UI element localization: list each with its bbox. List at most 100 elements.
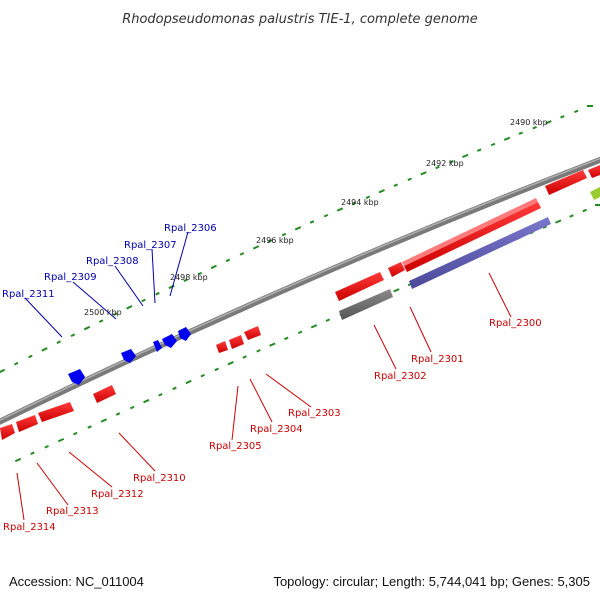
scale-tick-label: 2500 kbp xyxy=(84,308,122,317)
tick-mark xyxy=(210,264,217,270)
tick-mark xyxy=(309,220,315,224)
scale-tick-label: 2494 kbp xyxy=(341,198,379,207)
tick-mark xyxy=(73,431,78,436)
gene-label-rpal-2304[interactable]: Rpal_2304 xyxy=(250,424,303,435)
tick-mark xyxy=(28,354,33,359)
tick-mark xyxy=(70,333,76,337)
scale-tick-label: 2496 kbp xyxy=(256,236,294,245)
gene-label-rpal-2301[interactable]: Rpal_2301 xyxy=(411,354,464,365)
forward-gene-track xyxy=(0,165,600,440)
tick-mark xyxy=(13,361,19,366)
leader-line xyxy=(488,272,512,318)
tick-mark xyxy=(560,115,565,119)
gene-label-rpal-2311[interactable]: Rpal_2311 xyxy=(2,289,55,300)
gene-arrow[interactable] xyxy=(178,327,191,341)
gene-arrow[interactable] xyxy=(590,187,600,200)
gene-arrow[interactable] xyxy=(0,424,15,440)
tick-mark xyxy=(214,367,219,372)
leader-line xyxy=(373,324,397,370)
tick-mark xyxy=(555,219,562,224)
tick-mark xyxy=(242,355,247,359)
gene-arrow[interactable] xyxy=(388,262,405,277)
tick-mark xyxy=(532,126,537,130)
gene-arrow[interactable] xyxy=(335,272,384,301)
gene-arrow[interactable] xyxy=(244,326,261,340)
tick-mark xyxy=(185,379,192,385)
tick-mark xyxy=(98,319,104,323)
tick-mark xyxy=(294,226,302,231)
tick-mark xyxy=(582,208,587,213)
leader-line xyxy=(72,281,117,320)
tick-mark xyxy=(420,171,427,176)
gene-label-rpal-2300[interactable]: Rpal_2300 xyxy=(489,318,542,329)
gene-label-rpal-2308[interactable]: Rpal_2308 xyxy=(86,256,139,267)
gene-label-rpal-2310[interactable]: Rpal_2310 xyxy=(133,473,186,484)
gene-label-rpal-2305[interactable]: Rpal_2305 xyxy=(209,441,262,452)
gene-label-rpal-2302[interactable]: Rpal_2302 xyxy=(374,371,427,382)
label-leaders xyxy=(16,231,512,521)
tick-mark xyxy=(462,153,469,158)
tick-mark xyxy=(30,451,35,456)
tick-mark xyxy=(14,457,22,463)
gene-label-rpal-2306[interactable]: Rpal_2306 xyxy=(164,223,217,234)
tick-mark xyxy=(57,437,65,443)
tick-mark xyxy=(227,361,234,366)
tick-mark xyxy=(0,368,6,374)
rna-gene-bar[interactable] xyxy=(409,217,551,289)
gene-arrow[interactable] xyxy=(121,349,136,363)
tick-mark xyxy=(252,245,260,250)
scale-tick-label: 2492 kbp xyxy=(426,159,464,168)
gene-arrow[interactable] xyxy=(216,341,228,353)
leader-line xyxy=(249,378,273,423)
gene-arrow[interactable] xyxy=(93,385,116,403)
tick-mark xyxy=(378,189,385,194)
tick-mark xyxy=(587,105,593,107)
tick-mark xyxy=(476,148,482,152)
tick-mark xyxy=(112,312,118,316)
tick-mark xyxy=(56,340,61,344)
genome-summary-text: Topology: circular; Length: 5,744,041 bp… xyxy=(273,574,590,589)
gene-label-rpal-2314[interactable]: Rpal_2314 xyxy=(3,522,56,533)
gene-arrow[interactable] xyxy=(229,335,244,349)
tick-mark xyxy=(158,393,163,397)
gene-label-rpal-2309[interactable]: Rpal_2309 xyxy=(44,272,97,283)
tick-mark xyxy=(183,278,188,282)
reverse-gene-track xyxy=(68,327,191,385)
leader-line xyxy=(151,248,156,304)
gene-label-rpal-2313[interactable]: Rpal_2313 xyxy=(46,506,99,517)
tick-mark xyxy=(449,160,454,164)
map-title: Rhodopseudomonas palustris TIE-1, comple… xyxy=(122,12,478,27)
gene-arrow-rpal-2300-region[interactable] xyxy=(404,202,541,272)
gene-label-rpal-2312[interactable]: Rpal_2312 xyxy=(91,489,144,500)
leader-line xyxy=(36,462,69,506)
tick-mark xyxy=(490,142,496,147)
gene-arrow[interactable] xyxy=(153,340,162,352)
tick-mark xyxy=(172,386,177,391)
scale-tick-label: 2498 kbp xyxy=(170,273,208,282)
tick-mark xyxy=(503,136,511,141)
gene-arrow[interactable] xyxy=(545,170,587,195)
tick-mark xyxy=(393,183,399,187)
tick-mark xyxy=(83,325,91,331)
gene-label-rpal-2303[interactable]: Rpal_2303 xyxy=(288,408,341,419)
tick-mark xyxy=(573,109,579,114)
scale-tick-label: 2490 kbp xyxy=(510,118,548,127)
tick-mark xyxy=(518,131,524,135)
gene-arrow[interactable] xyxy=(162,334,177,348)
gene-label-rpal-2307[interactable]: Rpal_2307 xyxy=(124,240,177,251)
tick-mark xyxy=(336,207,344,212)
tick-mark xyxy=(545,120,552,125)
leader-line xyxy=(24,297,63,338)
leader-line xyxy=(114,265,144,307)
tick-mark xyxy=(41,347,48,352)
tick-mark xyxy=(325,318,331,322)
gene-arrow[interactable] xyxy=(588,165,600,178)
tick-mark xyxy=(393,288,400,293)
tick-mark xyxy=(225,258,231,263)
gene-arrow[interactable] xyxy=(16,415,38,432)
pseudo-gene-bar[interactable] xyxy=(339,289,393,320)
gene-arrow[interactable] xyxy=(38,402,74,422)
gene-arrow[interactable] xyxy=(68,369,85,385)
